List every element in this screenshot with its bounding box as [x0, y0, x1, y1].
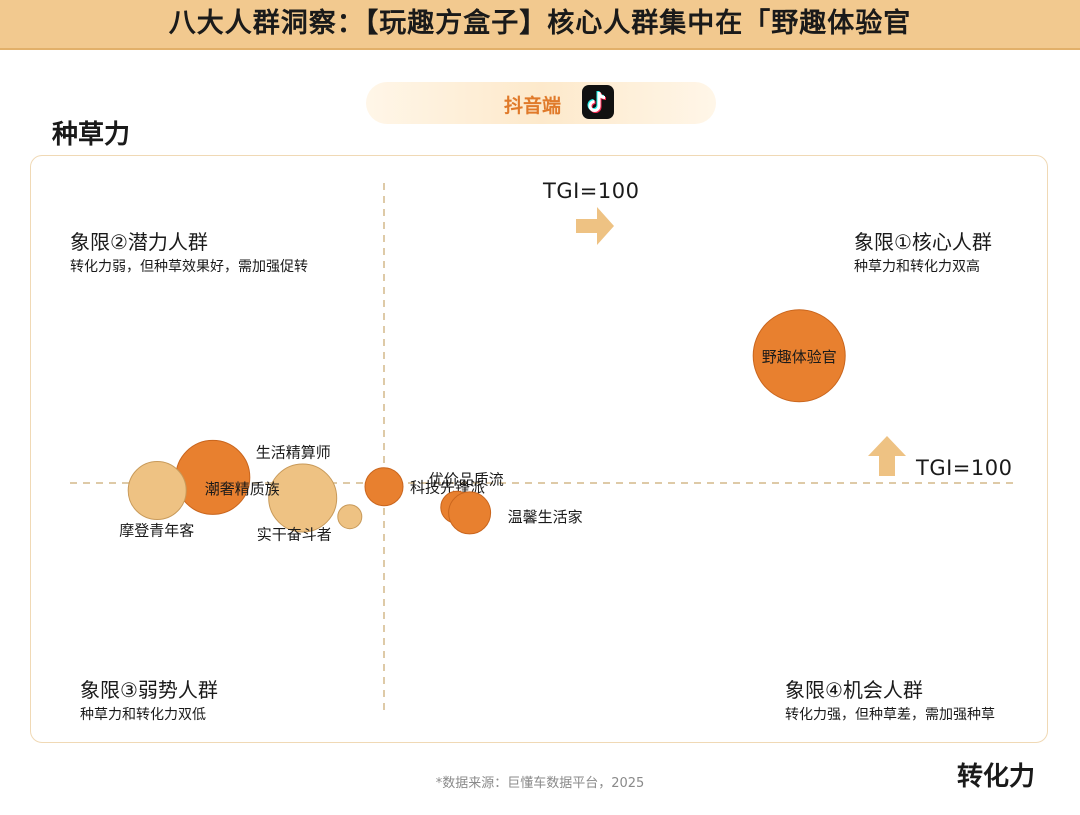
- quadrant-3-subtitle: 种草力和转化力双低: [80, 707, 206, 723]
- bubble-label-6: 实干奋斗者: [257, 526, 332, 544]
- bubble-3: [127, 461, 187, 520]
- quadrant-2-title: 象限②潜力人群: [70, 230, 208, 254]
- header-bar: [0, 0, 1080, 50]
- page-title: 八大人群洞察：【玩趣方盒子】核心人群集中在「野趣体验官: [168, 8, 912, 39]
- tgi-x-label: TGI=100: [543, 179, 640, 203]
- quadrant-3-title: 象限③弱势人群: [80, 678, 218, 702]
- quadrant-2-subtitle: 转化力弱，但种草效果好，需加强促转: [70, 259, 308, 275]
- quadrant-4-subtitle: 转化力强，但种草差，需加强种草: [785, 707, 995, 723]
- bubble-label-4: 潮奢精质族: [205, 480, 280, 498]
- bubble-5: [364, 467, 404, 507]
- bubble-6: [337, 504, 363, 530]
- quadrant-1-title: 象限①核心人群: [854, 230, 992, 254]
- up-arrow-icon: [868, 436, 906, 476]
- tiktok-icon: [582, 85, 614, 119]
- bubble-1: [752, 309, 846, 403]
- bubble-label-1: 野趣体验官: [762, 348, 837, 366]
- bubble-label-7: 优价品质流: [429, 470, 504, 488]
- chart-panel: [30, 155, 1048, 743]
- quadrant-4-title: 象限④机会人群: [785, 678, 923, 702]
- quadrant-1-subtitle: 种草力和转化力双高: [854, 259, 980, 275]
- tgi-y-label: TGI=100: [916, 456, 1013, 480]
- data-source-note: *数据来源：巨懂车数据平台，2025: [435, 776, 645, 791]
- platform-pill: [366, 82, 716, 124]
- bubble-4: [268, 463, 338, 533]
- bubble-8: [448, 491, 492, 535]
- bubble-label-3: 摩登青年客: [119, 522, 194, 540]
- bubble-label-8: 温馨生活家: [508, 508, 583, 526]
- bubble-2: [175, 439, 251, 515]
- bubble-label-2: 生活精算师: [256, 443, 331, 461]
- platform-label: 抖音端: [504, 95, 562, 117]
- x-axis-title: 转化力: [957, 762, 1036, 792]
- y-axis-title: 种草力: [52, 120, 131, 150]
- right-arrow-icon: [576, 207, 614, 245]
